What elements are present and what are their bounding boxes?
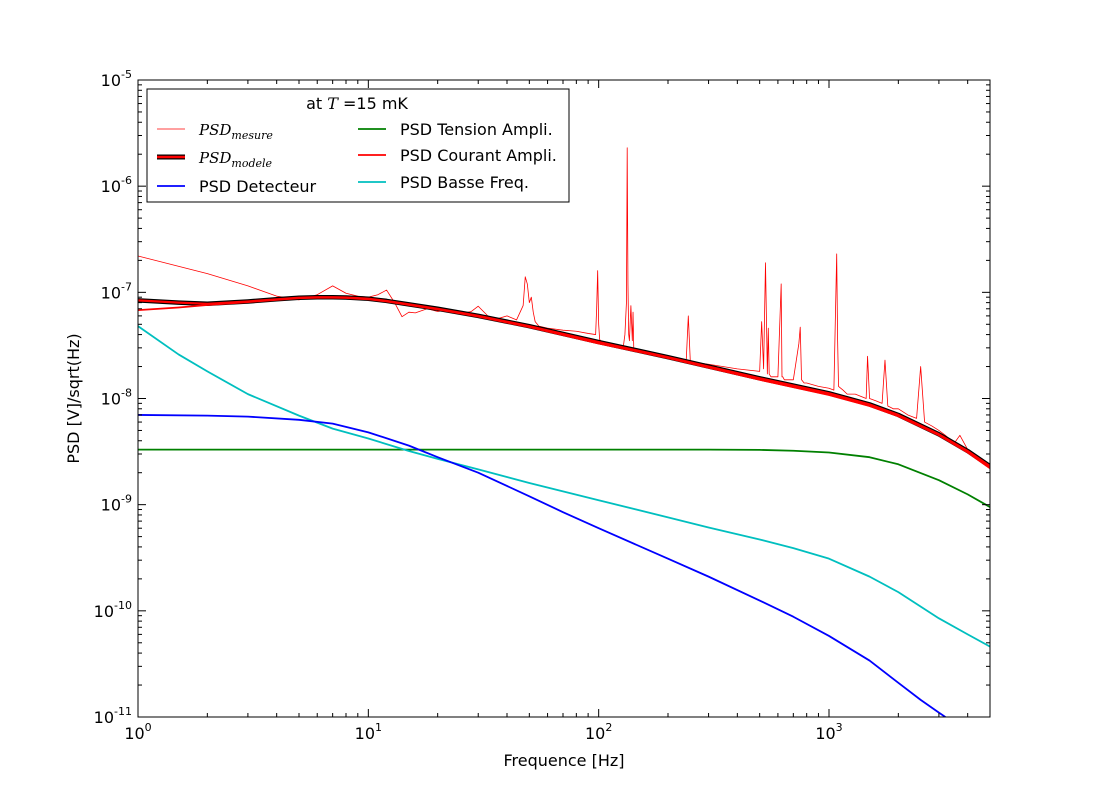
x-tick-exponent: 3 — [836, 721, 843, 734]
x-tick-exponent: 2 — [605, 721, 612, 734]
y-tick-exponent: -5 — [121, 68, 132, 81]
y-tick-base: 10 — [101, 71, 121, 90]
y-tick-exponent: -8 — [121, 387, 132, 400]
y-tick-base: 10 — [101, 390, 121, 409]
y-tick-base: 10 — [101, 496, 121, 515]
x-axis-label: Frequence [Hz] — [503, 751, 624, 770]
y-tick-label: 10-9 — [101, 493, 132, 515]
y-tick-exponent: -11 — [114, 705, 132, 718]
y-tick-label: 10-5 — [101, 68, 132, 90]
x-tick-base: 10 — [124, 724, 144, 743]
y-tick-base: 10 — [94, 708, 114, 727]
x-tick-label: 101 — [355, 721, 382, 743]
y-tick-label: 10-10 — [94, 599, 132, 621]
y-axis-label: PSD [V]/sqrt(Hz) — [64, 333, 83, 463]
y-tick-label: 10-11 — [94, 705, 132, 727]
legend-entry-mesure-label-subscript: mesure — [231, 129, 273, 142]
y-tick-label: 10-8 — [101, 387, 132, 409]
y-tick-base: 10 — [101, 283, 121, 302]
legend-title-suffix: =15 mK — [338, 94, 409, 113]
legend-title: at T =15 mK — [306, 94, 408, 113]
series-line-psd-basse-freq- — [138, 325, 990, 648]
y-tick-label: 10-6 — [101, 174, 132, 196]
x-tick-label: 100 — [124, 721, 151, 743]
x-tick-exponent: 0 — [145, 721, 152, 734]
y-tick-exponent: -10 — [114, 599, 132, 612]
x-tick-base: 10 — [585, 724, 605, 743]
series-line-psd-detecteur — [138, 414, 946, 717]
x-tick-label: 103 — [815, 721, 842, 743]
y-tick-exponent: -9 — [121, 493, 132, 506]
legend-entry-mesure-label: PSDmesure — [198, 121, 273, 142]
x-tick-base: 10 — [815, 724, 835, 743]
y-tick-base: 10 — [101, 177, 121, 196]
legend-entry-psd-detecteur-label: PSD Detecteur — [199, 177, 317, 196]
series-line-psd-tension-ampli- — [138, 448, 990, 508]
ticks-layer: 100 101 102 10310-1110-1010-910-810-710-610… — [94, 68, 991, 743]
legend-title-prefix: at — [306, 94, 327, 113]
legend-box — [146, 88, 570, 203]
y-tick-exponent: -6 — [121, 174, 132, 187]
x-tick-label: 102 — [585, 721, 612, 743]
y-tick-label: 10-7 — [101, 280, 132, 302]
legend-entry-psd-tension-ampli--label: PSD Tension Ampli. — [400, 120, 553, 139]
x-tick-exponent: 1 — [375, 721, 382, 734]
series-layer — [138, 147, 990, 717]
legend-entry-modele-label-base: PSD — [198, 149, 231, 167]
y-tick-base: 10 — [94, 602, 114, 621]
legend-entry-modele-label-subscript: modele — [231, 157, 272, 170]
series-line-psd-courant-ampli- — [138, 296, 990, 470]
y-tick-exponent: -7 — [121, 280, 132, 293]
legend-entry-mesure-label-base: PSD — [198, 121, 231, 139]
legend-entry-modele-label: PSDmodele — [198, 149, 273, 170]
x-tick-base: 10 — [355, 724, 375, 743]
legend-entry-psd-basse-freq--label: PSD Basse Freq. — [400, 173, 529, 192]
legend-entry-psd-courant-ampli--label: PSD Courant Ampli. — [400, 146, 557, 165]
legend-title-var: T — [327, 94, 339, 113]
